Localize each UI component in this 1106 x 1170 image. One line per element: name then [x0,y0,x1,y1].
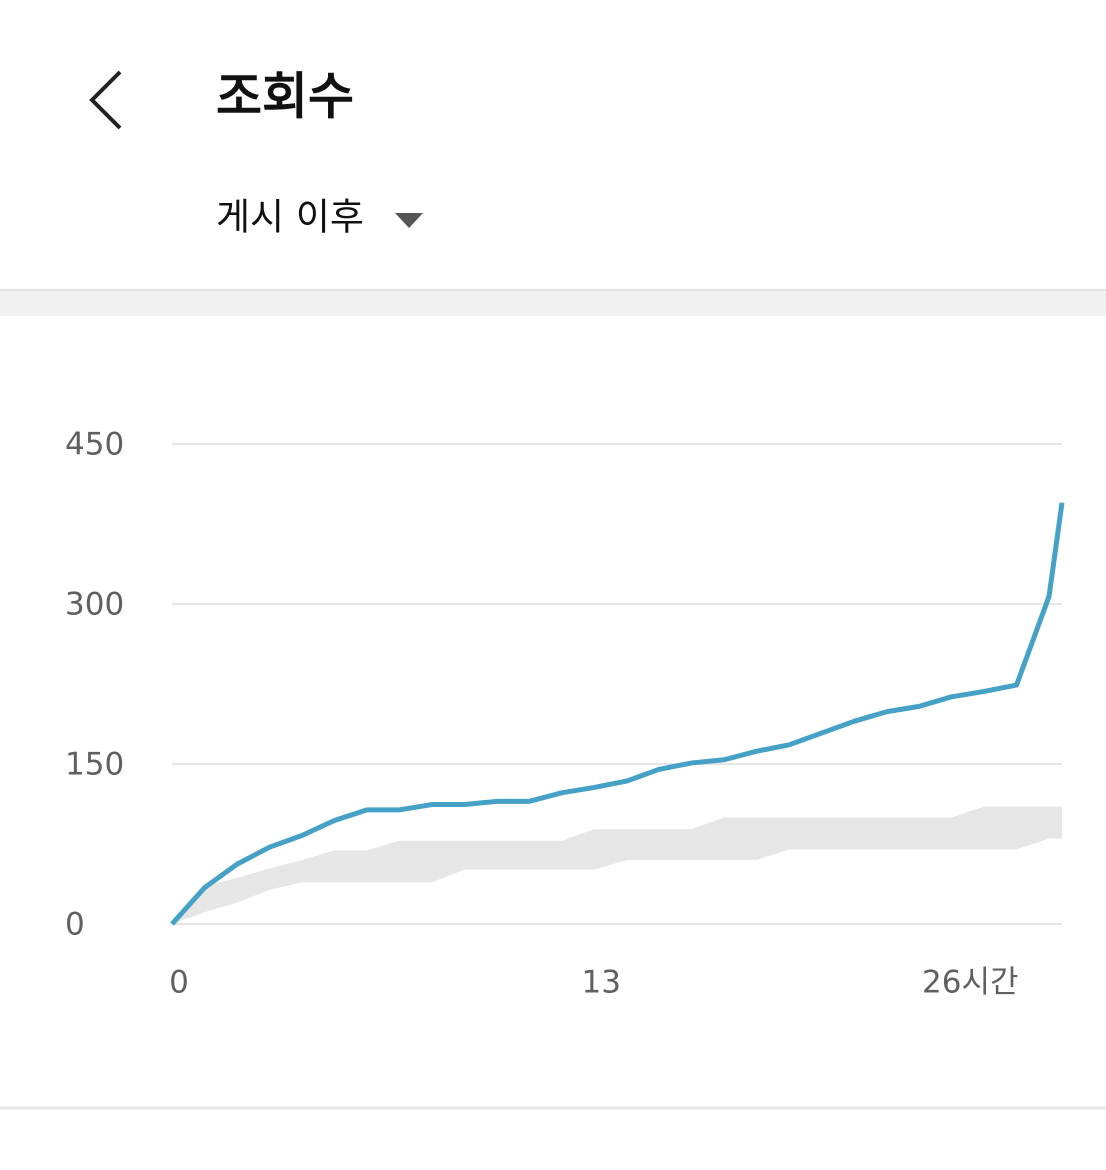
y-tick-label: 450 [65,427,124,463]
y-tick-label: 150 [65,747,124,783]
views-line [170,502,1065,926]
x-tick-label: 26시간 [922,965,1019,1001]
back-button[interactable] [89,70,122,130]
dropdown-arrow[interactable] [395,213,423,228]
typical-range-band [172,806,1062,924]
y-tick-label: 300 [65,587,124,623]
divider-band [0,290,1106,316]
chart: 0 150 300 450 0 13 26시간 [65,427,1065,1001]
x-tick-label: 0 [169,965,189,1001]
x-tick-label: 13 [582,965,621,1001]
filter-label[interactable]: 게시 이후 [216,196,364,239]
page-title: 조회수 [216,68,354,126]
y-tick-label: 0 [65,907,85,943]
